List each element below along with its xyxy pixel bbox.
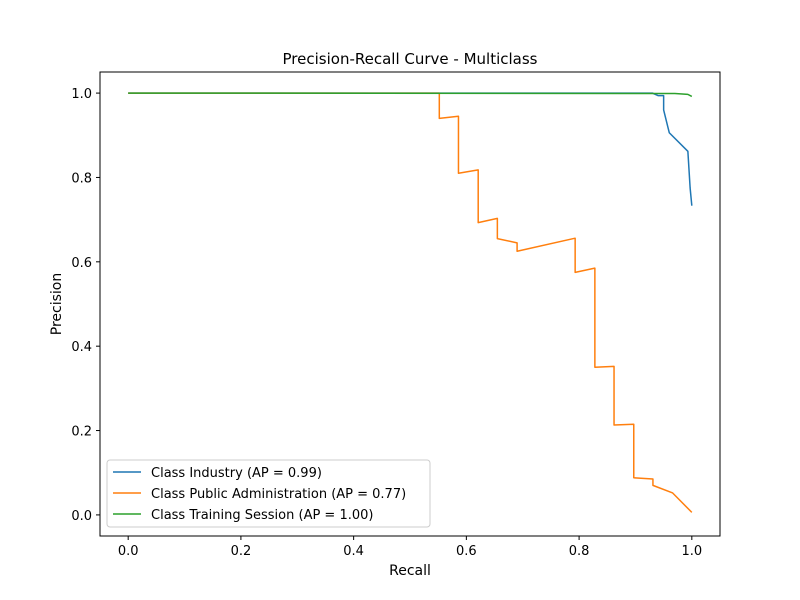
x-tick-label: 0.2 <box>231 544 252 559</box>
y-tick-label: 1.0 <box>71 87 92 102</box>
legend-label-2: Class Training Session (AP = 1.00) <box>151 508 373 523</box>
x-tick-label: 1.0 <box>681 544 702 559</box>
legend: Class Industry (AP = 0.99) Class Public A… <box>106 459 431 528</box>
x-tick-label: 0.6 <box>456 544 477 559</box>
plot-lines <box>128 92 693 513</box>
y-axis-label: Precision <box>49 273 65 335</box>
legend-label-1: Class Public Administration (AP = 0.77) <box>151 487 406 502</box>
x-axis-ticks: 0.0 0.2 0.4 0.6 0.8 1.0 <box>118 536 702 559</box>
legend-label-0: Class Industry (AP = 0.99) <box>151 466 322 481</box>
series-line-2 <box>128 92 693 98</box>
x-axis-label: Recall <box>389 563 431 579</box>
y-axis-ticks: 0.0 0.2 0.4 0.6 0.8 1.0 <box>71 87 100 524</box>
legend-box <box>106 459 431 528</box>
x-tick-label: 0.0 <box>118 544 139 559</box>
x-tick-label: 0.8 <box>569 544 590 559</box>
y-tick-label: 0.2 <box>71 425 92 440</box>
y-tick-label: 0.0 <box>71 509 92 524</box>
y-tick-label: 0.4 <box>71 340 92 355</box>
y-tick-label: 0.6 <box>71 256 92 271</box>
x-tick-label: 0.4 <box>343 544 364 559</box>
chart-title: Precision-Recall Curve - Multiclass <box>283 50 538 68</box>
y-tick-label: 0.8 <box>71 171 92 186</box>
series-line-1 <box>128 92 693 513</box>
plot-frame <box>99 71 721 537</box>
